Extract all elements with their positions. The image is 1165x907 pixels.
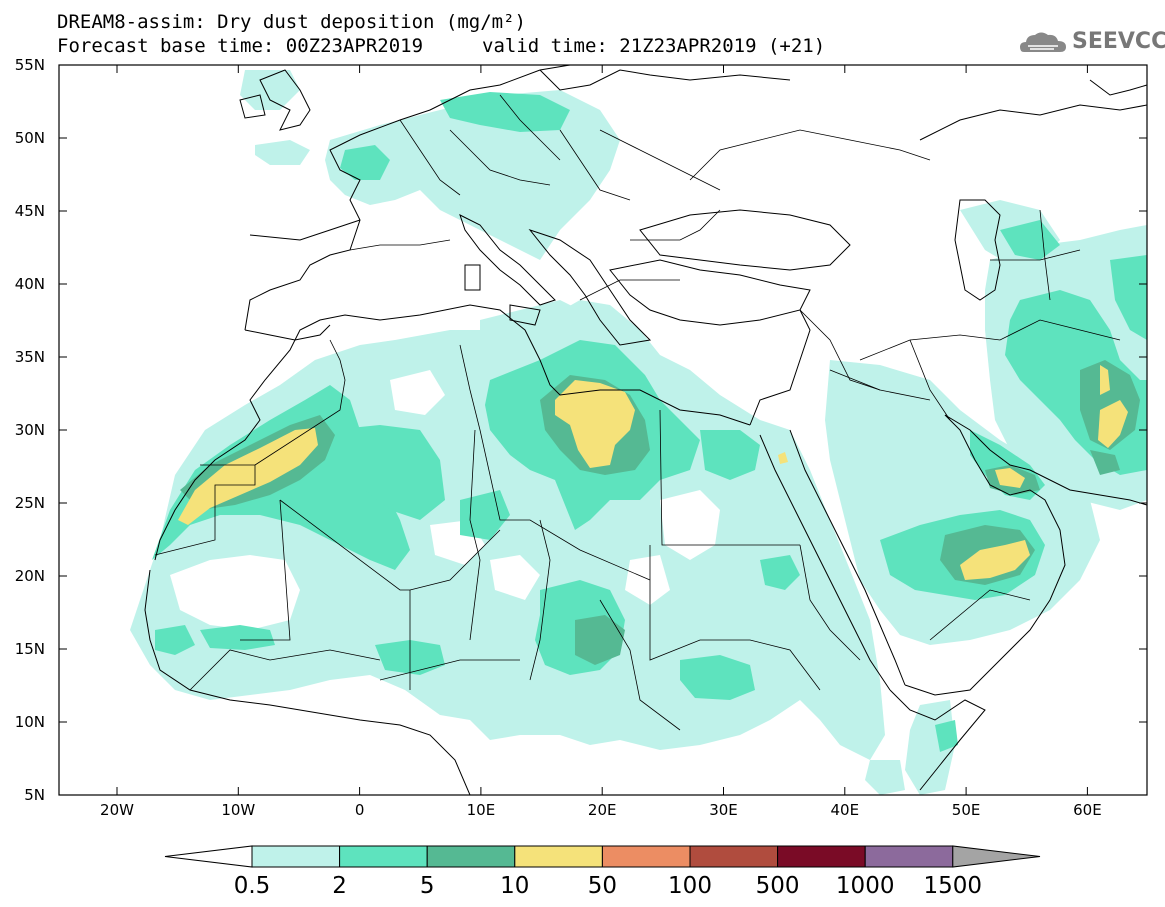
colorbar-label: 10 (500, 873, 529, 899)
colorbar-label: 500 (756, 873, 800, 899)
lat-label: 5N (24, 786, 45, 804)
lat-label: 45N (15, 202, 45, 220)
lon-label: 10E (467, 801, 496, 819)
colorbar-segment (864, 845, 954, 868)
colorbar-segment (251, 845, 341, 868)
lon-label: 10W (221, 801, 255, 819)
colorbar-segment (514, 845, 603, 868)
country-borders (154, 94, 1121, 731)
colorbar-label: 100 (668, 873, 712, 899)
lat-label: 30N (15, 421, 45, 439)
forecast-base-time: Forecast base time: 00Z23APR2019 (57, 35, 424, 57)
lat-label: 55N (15, 56, 45, 74)
colorbar-label: 2 (332, 873, 347, 899)
no-dust-gaps (170, 345, 805, 630)
colorbar-label: 5 (420, 873, 435, 899)
colorbar-over-triangle (952, 845, 1041, 868)
colorbar-label: 0.5 (234, 873, 271, 899)
lon-label: 0 (355, 801, 365, 819)
cloud-icon (1020, 32, 1066, 52)
valid-time: valid time: 21Z23APR2019 (+21) (482, 35, 826, 57)
lat-label: 15N (15, 640, 45, 658)
dust-level4-fill (178, 365, 1128, 580)
colorbar-segment (426, 845, 516, 868)
lon-label: 20E (588, 801, 617, 819)
lat-axis: 55N 50N 45N 40N 35N 30N 25N 20N 15N 10N 5N (15, 56, 1147, 804)
coastlines (144, 65, 1147, 795)
dust-level1-fill (130, 70, 1147, 795)
colorbar-label: 1000 (836, 873, 895, 899)
colorbar-segment (777, 845, 866, 868)
colorbar-segment (601, 845, 691, 868)
colorbar-under-triangle (164, 845, 253, 868)
lat-label: 40N (15, 275, 45, 293)
lat-label: 20N (15, 567, 45, 585)
lon-label: 20W (100, 801, 134, 819)
lat-label: 35N (15, 348, 45, 366)
lat-label: 25N (15, 494, 45, 512)
colorbar-label: 1500 (924, 873, 983, 899)
colorbar-segment (689, 845, 779, 868)
lat-label: 10N (15, 713, 45, 731)
colorbar-label: 50 (588, 873, 617, 899)
lon-label: 40E (831, 801, 860, 819)
logo-text: SEEVCCC (1072, 29, 1165, 54)
map-title: DREAM8-assim: Dry dust deposition (mg/m²… (57, 11, 526, 33)
lon-axis: 20W 10W 0 10E 20E 30E 40E 50E 60E (100, 65, 1102, 819)
lat-label: 50N (15, 129, 45, 147)
colorbar-segment (339, 845, 428, 868)
lon-label: 30E (709, 801, 738, 819)
lon-label: 60E (1073, 801, 1102, 819)
lon-label: 50E (952, 801, 981, 819)
